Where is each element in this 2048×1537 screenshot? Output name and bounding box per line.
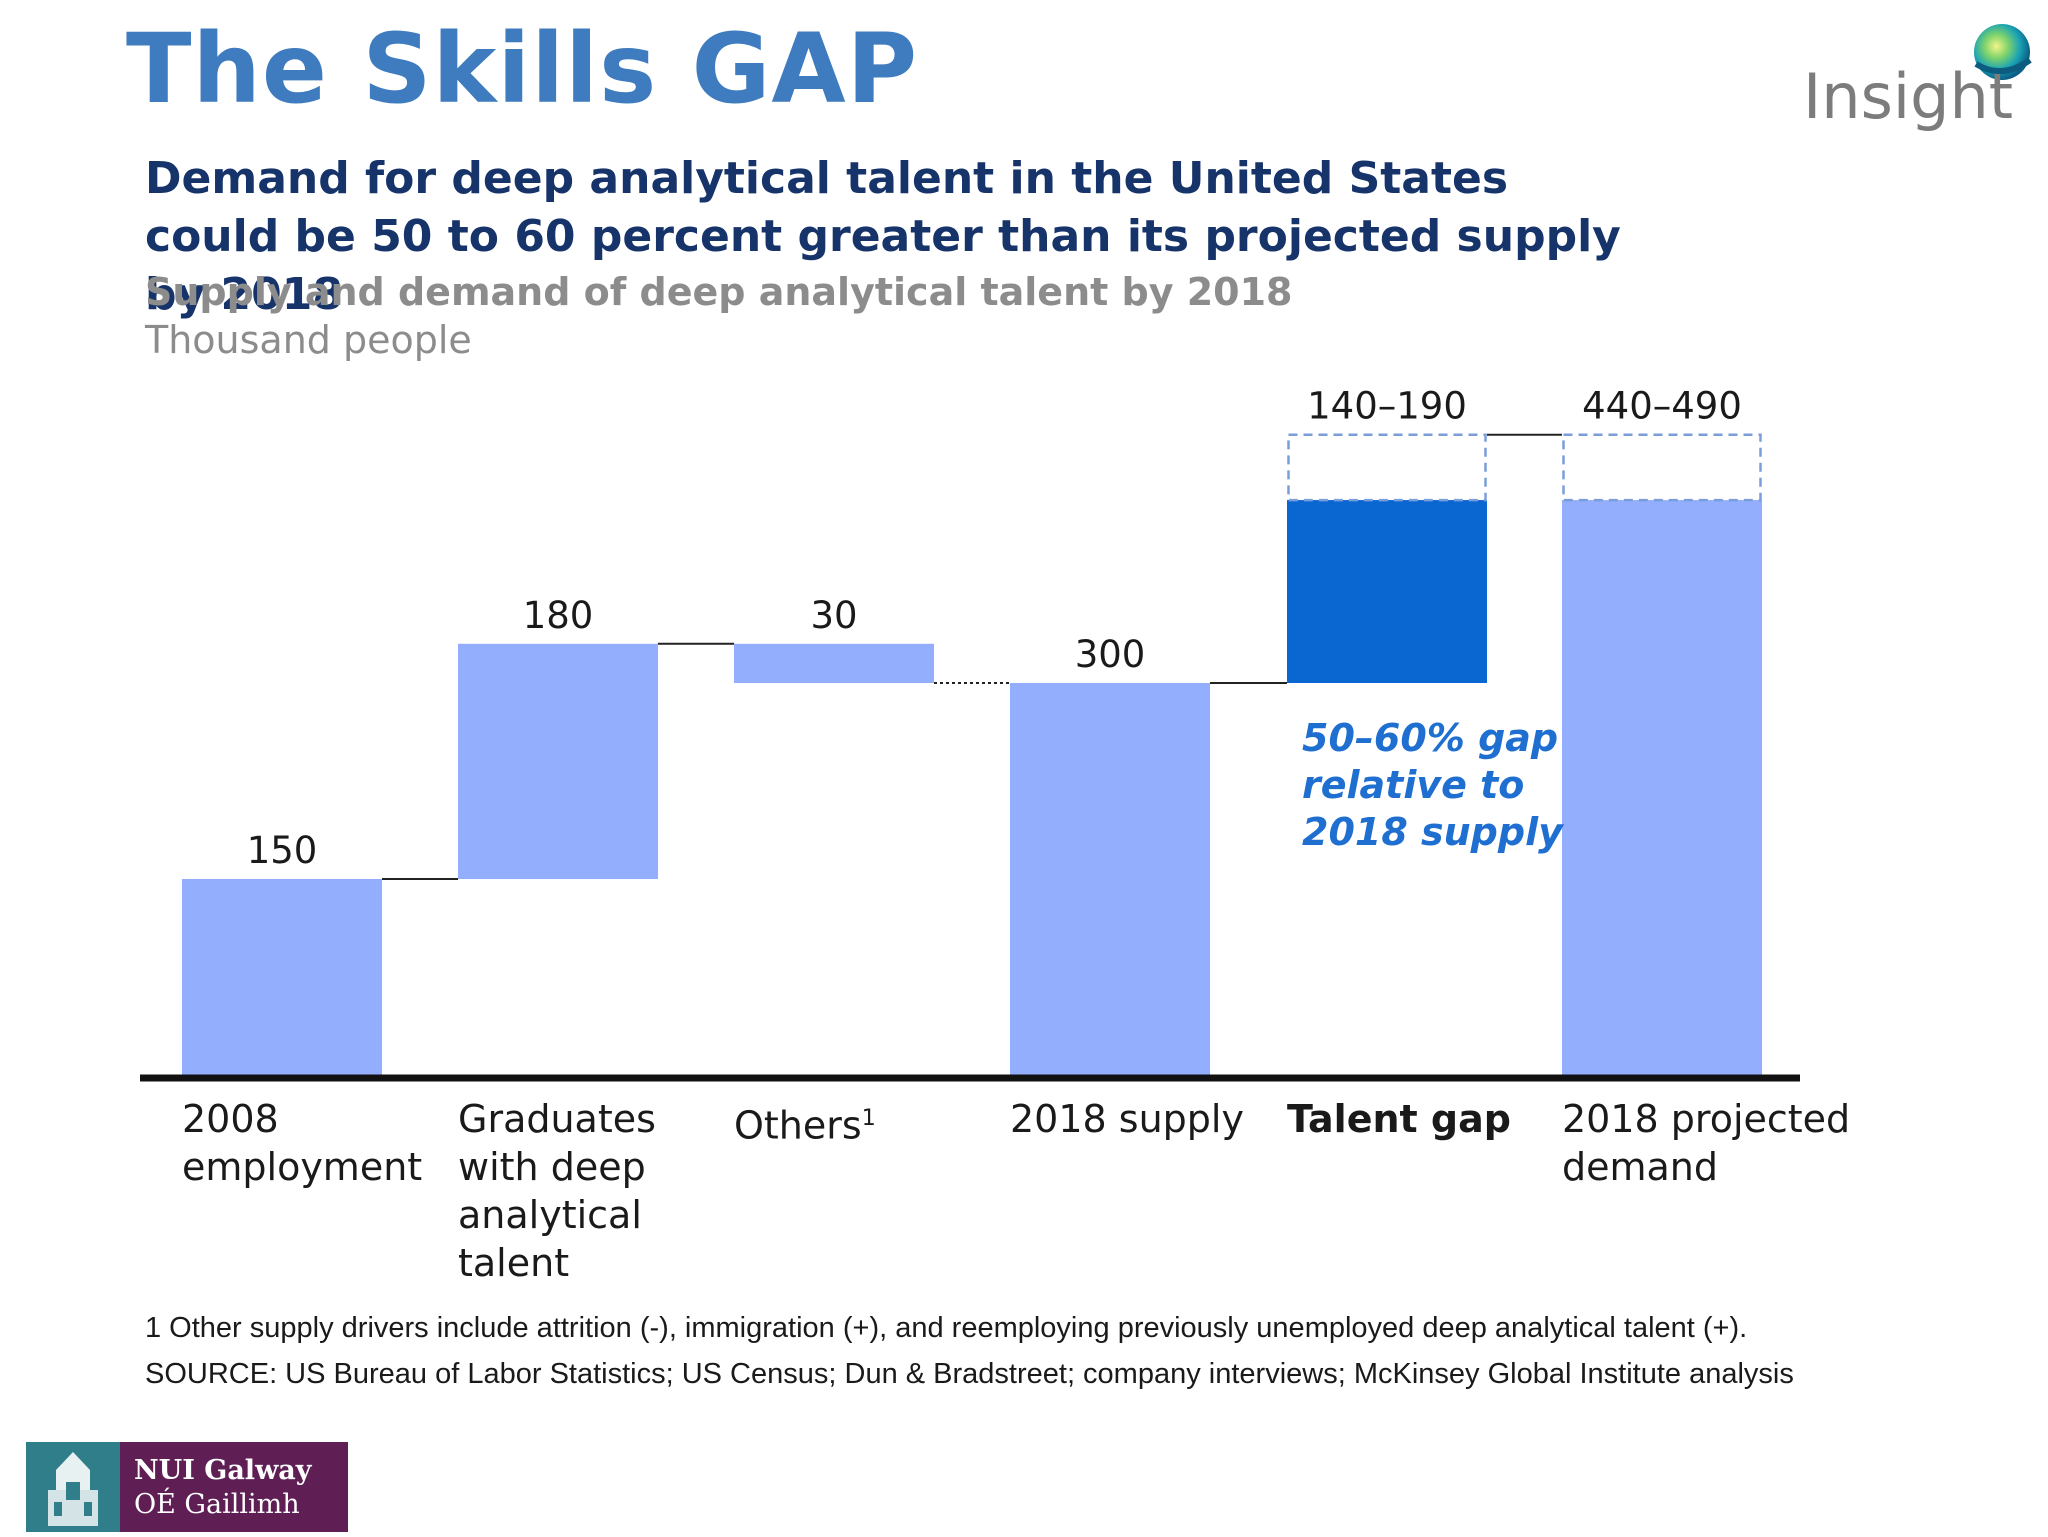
- category-label-text: Graduates with deep analytical talent: [458, 1097, 656, 1285]
- category-label-2018-supply: 2018 supply: [1010, 1095, 1270, 1143]
- data-label-3: 300: [1075, 633, 1146, 676]
- chart-title: Demand for deep analytical talent in the…: [145, 153, 1621, 320]
- category-label-2008-employment: 2008 employment: [182, 1095, 422, 1191]
- university-irish-name: OÉ Gaillimh: [134, 1489, 300, 1520]
- category-label-text: 2018 supply: [1010, 1097, 1244, 1141]
- category-label-talent-gap: Talent gap: [1287, 1095, 1517, 1143]
- gap-annotation: 50–60% gap relative to 2018 supply: [1302, 715, 1602, 856]
- range-outline-5: [1562, 433, 1762, 502]
- insight-logo-icon: [1974, 24, 2032, 80]
- category-label-2018-projected-demand: 2018 projected demand: [1562, 1095, 1862, 1191]
- data-label-1: 180: [523, 594, 594, 637]
- footnote: 1 Other supply drivers include attrition…: [145, 1312, 1748, 1344]
- chart-units: Thousand people: [145, 318, 472, 362]
- footnote-mark: 1: [861, 1106, 876, 1131]
- slide-title: The Skills GAP: [126, 13, 919, 125]
- university-name: NUI Galway: [134, 1455, 312, 1486]
- category-label-text: Others: [734, 1103, 862, 1148]
- chart-subtitle: Supply and demand of deep analytical tal…: [145, 270, 1293, 314]
- bar-2: [734, 643, 934, 683]
- category-label-others: Others1: [734, 1095, 964, 1150]
- nui-galway-logo: NUI Galway OÉ Gaillimh: [26, 1442, 348, 1532]
- university-emblem-icon: [26, 1442, 120, 1532]
- category-label-text: 2008 employment: [182, 1097, 423, 1189]
- insight-logo-text: Insight: [1803, 60, 2014, 133]
- university-name-block: NUI Galway OÉ Gaillimh: [120, 1442, 348, 1532]
- data-label-4: 140–190: [1307, 385, 1467, 428]
- bar-0: [182, 879, 382, 1075]
- category-label-text: 2018 projected demand: [1562, 1097, 1851, 1189]
- bar-4: [1287, 500, 1487, 683]
- category-label-text: Talent gap: [1287, 1097, 1511, 1141]
- source-note: SOURCE: US Bureau of Labor Statistics; U…: [145, 1358, 1794, 1390]
- range-outline-4: [1287, 433, 1487, 502]
- bar-1: [458, 643, 658, 879]
- data-label-0: 150: [247, 829, 318, 872]
- data-label-5: 440–490: [1582, 385, 1742, 428]
- bar-5: [1562, 500, 1762, 1076]
- gap-annotation-text: 50–60% gap relative to 2018 supply: [1302, 716, 1563, 854]
- category-label-graduates: Graduates with deep analytical talent: [458, 1095, 688, 1287]
- bar-3: [1010, 683, 1210, 1075]
- data-label-2: 30: [810, 594, 857, 637]
